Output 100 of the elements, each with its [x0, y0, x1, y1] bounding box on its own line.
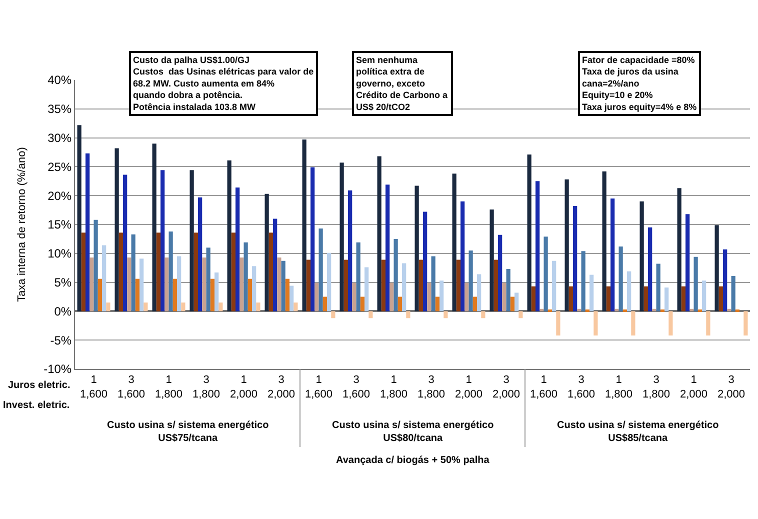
- bar: [135, 278, 140, 312]
- bar: [190, 170, 194, 312]
- bar: [694, 256, 698, 312]
- text: Custo usina s/ sistema energético US$75/tcana: [107, 420, 269, 444]
- bar: [472, 296, 477, 312]
- bar: [518, 311, 523, 318]
- text: Invest. eletric.: [3, 400, 70, 411]
- x-tick-label: 3 1,600: [567, 374, 596, 400]
- y-tick-label: 30%: [48, 131, 72, 145]
- bar: [160, 170, 165, 312]
- bar: [290, 286, 294, 312]
- y-tick-label: 15%: [48, 218, 72, 232]
- bar: [306, 260, 310, 312]
- bar: [585, 309, 590, 312]
- text: Custo usina s/ sistema energético US$85/tcana: [557, 420, 719, 444]
- x-tick-label: 3 2,000: [492, 374, 520, 400]
- bar: [164, 257, 169, 312]
- bar: [127, 257, 132, 312]
- bar: [240, 257, 244, 312]
- bar: [394, 238, 398, 312]
- bar: [390, 282, 394, 312]
- bar: [227, 160, 232, 312]
- bar: [460, 201, 465, 312]
- bar: [181, 302, 186, 312]
- x-tick-label: 3 1,800: [192, 374, 220, 400]
- bar: [340, 162, 344, 312]
- x-tick-label: 3 1,800: [417, 374, 446, 400]
- bar: [652, 308, 656, 312]
- annotation: Fator de capacidade =80% Taxa de juros da usina cana=2%/ano Equity=10 e 20% Taxa juros equity=4% e 8%: [582, 55, 697, 112]
- bar: [714, 225, 719, 312]
- bar: [506, 269, 510, 312]
- bar: [510, 296, 514, 312]
- bar: [268, 232, 273, 312]
- bar: [98, 278, 102, 312]
- bar: [386, 184, 390, 312]
- bar: [123, 174, 128, 312]
- bar: [627, 271, 632, 312]
- bar: [640, 201, 644, 312]
- annotation: Sem nenhuma política extra de governo, exceto Crédito de Carbono a US$ 20/tCO2: [356, 55, 448, 112]
- bar: [114, 148, 119, 312]
- bar: [206, 248, 210, 312]
- bar: [718, 286, 723, 312]
- y-tick-label: -10%: [44, 362, 72, 376]
- bar: [322, 296, 327, 312]
- bar: [152, 144, 156, 312]
- bar: [398, 296, 402, 312]
- x-tick-label: 1 2,000: [454, 374, 483, 400]
- bar: [177, 256, 182, 312]
- bar: [456, 260, 460, 312]
- text: Avançada c/ biogás + 50% palha: [336, 455, 490, 466]
- bar: [244, 242, 248, 312]
- bar: [464, 282, 469, 312]
- x-tick-label: 3 2,000: [267, 374, 296, 400]
- bar: [414, 186, 419, 312]
- y-tick-label: 0%: [54, 304, 72, 318]
- y-tick-label: 40%: [48, 73, 72, 88]
- bar: [310, 167, 315, 312]
- y-tick-label: 10%: [48, 246, 72, 261]
- x-tick-label: 1 1,600: [80, 374, 108, 400]
- bar: [368, 311, 373, 318]
- bar: [344, 260, 348, 312]
- bar: [723, 249, 728, 312]
- x-tick-label: 1 2,000: [680, 374, 708, 400]
- bar: [81, 232, 86, 312]
- bar: [502, 282, 506, 312]
- x-tick-label: 3 2,000: [717, 374, 746, 400]
- bar: [118, 232, 123, 312]
- bar: [281, 260, 286, 312]
- x-tick-label: 1 2,000: [230, 374, 258, 400]
- bar: [252, 266, 256, 312]
- bar: [131, 234, 136, 312]
- bar: [622, 309, 627, 312]
- bar: [614, 308, 619, 312]
- bar: [594, 311, 598, 336]
- y-tick-label: -5%: [50, 333, 72, 348]
- bar: [498, 234, 502, 312]
- bar: [702, 280, 706, 312]
- x-tick-label: 1 1,800: [380, 374, 408, 400]
- bar: [660, 309, 664, 312]
- bar: [294, 302, 298, 312]
- bar: [172, 278, 177, 312]
- bar: [318, 228, 323, 312]
- bar: [210, 278, 214, 312]
- bar: [327, 252, 332, 312]
- bar: [731, 276, 736, 312]
- bar: [427, 282, 432, 312]
- bar: [602, 171, 606, 312]
- bar: [581, 251, 586, 312]
- bar: [440, 280, 444, 312]
- bar: [468, 250, 473, 312]
- bar: [668, 311, 673, 336]
- bar: [90, 257, 94, 312]
- bar: [656, 264, 660, 312]
- bar: [277, 257, 282, 312]
- x-tick-label: 3 1,800: [642, 374, 670, 400]
- bar: [348, 190, 352, 312]
- bar: [381, 260, 386, 312]
- bar: [314, 282, 319, 312]
- bar: [198, 197, 202, 312]
- bar: [664, 288, 669, 312]
